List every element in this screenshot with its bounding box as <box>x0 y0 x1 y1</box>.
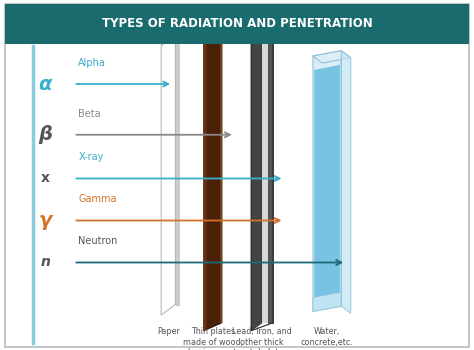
Polygon shape <box>341 51 351 313</box>
Polygon shape <box>175 35 179 306</box>
Polygon shape <box>161 35 175 46</box>
Polygon shape <box>204 29 227 40</box>
Text: α: α <box>38 75 52 93</box>
Text: Thin plates
made of wood,
aluminum, etc.: Thin plates made of wood, aluminum, etc. <box>182 327 243 350</box>
Text: X-ray: X-ray <box>78 153 104 162</box>
Polygon shape <box>314 65 340 298</box>
Polygon shape <box>262 29 268 323</box>
Text: β: β <box>38 125 52 144</box>
Text: n: n <box>40 256 50 270</box>
Polygon shape <box>268 29 273 323</box>
Polygon shape <box>314 51 340 70</box>
Text: Alpha: Alpha <box>78 58 106 68</box>
Polygon shape <box>251 29 278 40</box>
Text: Paper: Paper <box>157 327 180 336</box>
FancyBboxPatch shape <box>5 4 469 346</box>
Text: Gamma: Gamma <box>78 195 117 204</box>
Polygon shape <box>220 29 222 323</box>
Text: Beta: Beta <box>78 109 101 119</box>
Text: TYPES OF RADIATION AND PENETRATION: TYPES OF RADIATION AND PENETRATION <box>101 17 373 30</box>
Polygon shape <box>314 65 340 70</box>
Polygon shape <box>313 51 341 312</box>
Polygon shape <box>313 51 351 63</box>
Text: x: x <box>41 172 49 186</box>
Polygon shape <box>251 29 262 331</box>
Text: Neutron: Neutron <box>78 237 118 246</box>
Text: Lead, iron, and
other thick
metal plates: Lead, iron, and other thick metal plates <box>232 327 292 350</box>
FancyBboxPatch shape <box>5 4 469 44</box>
Polygon shape <box>161 35 175 315</box>
Text: γ: γ <box>38 211 52 230</box>
Text: Water,
concrete,etc.: Water, concrete,etc. <box>301 327 354 346</box>
Polygon shape <box>204 29 222 331</box>
Polygon shape <box>313 292 341 312</box>
Polygon shape <box>204 35 207 331</box>
